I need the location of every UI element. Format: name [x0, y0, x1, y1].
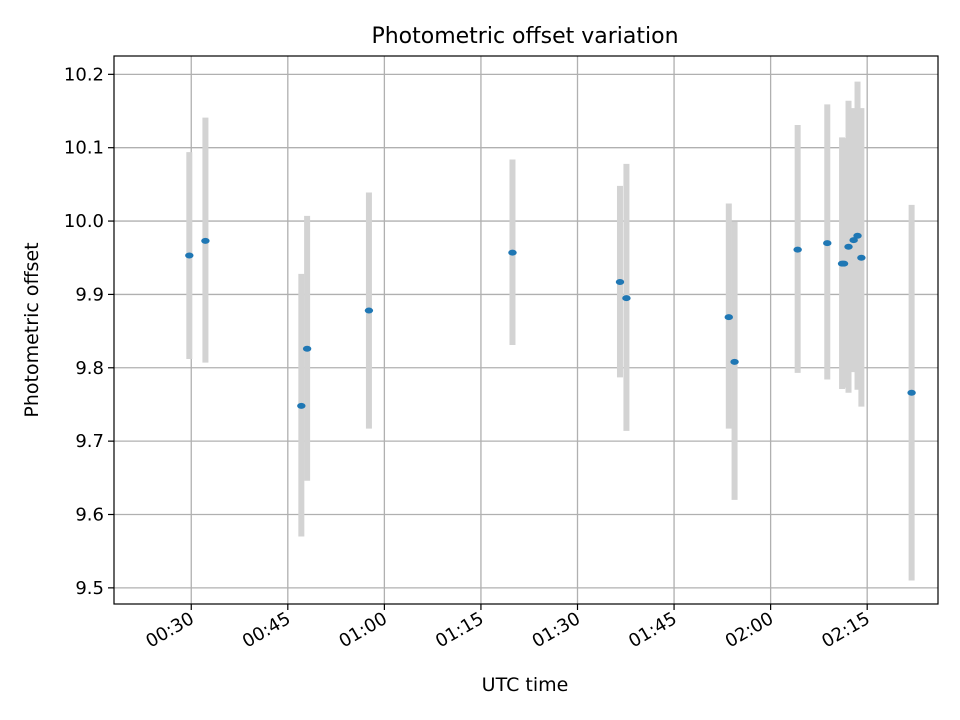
x-axis-label: UTC time	[482, 674, 569, 696]
data-point	[849, 237, 858, 244]
y-tick-label: 9.8	[75, 358, 104, 379]
data-point	[364, 307, 374, 314]
data-point	[302, 345, 312, 352]
data-point	[724, 314, 733, 321]
data-point	[185, 252, 194, 259]
data-point	[201, 237, 210, 244]
data-point	[907, 389, 916, 396]
data-point	[823, 240, 832, 247]
data-point	[297, 402, 306, 409]
y-axis-label: Photometric offset	[21, 242, 43, 417]
y-axis-ticks: 9.5 9.6 9.7 9.8 9.9 10.0 10.1 10.2	[64, 64, 114, 599]
data-point	[622, 295, 631, 302]
y-tick-label: 10.2	[64, 64, 104, 85]
data-point	[853, 232, 862, 239]
y-tick-label: 9.5	[75, 578, 104, 599]
data-point	[793, 246, 802, 253]
y-tick-label: 9.6	[75, 505, 104, 526]
y-tick-label: 10.1	[64, 138, 104, 159]
plot-frame	[113, 55, 939, 605]
grid-layer	[114, 56, 938, 604]
data-point	[839, 260, 849, 267]
y-tick-label: 9.7	[75, 431, 104, 452]
y-tick-label: 10.0	[64, 211, 104, 232]
data-point	[857, 254, 866, 261]
data-point	[508, 249, 517, 256]
data-point	[730, 358, 739, 365]
y-tick-label: 9.9	[75, 284, 104, 305]
data-point	[844, 243, 853, 250]
point-layer	[185, 232, 916, 409]
chart-title: Photometric offset variation	[371, 24, 678, 49]
data-point	[615, 278, 625, 285]
